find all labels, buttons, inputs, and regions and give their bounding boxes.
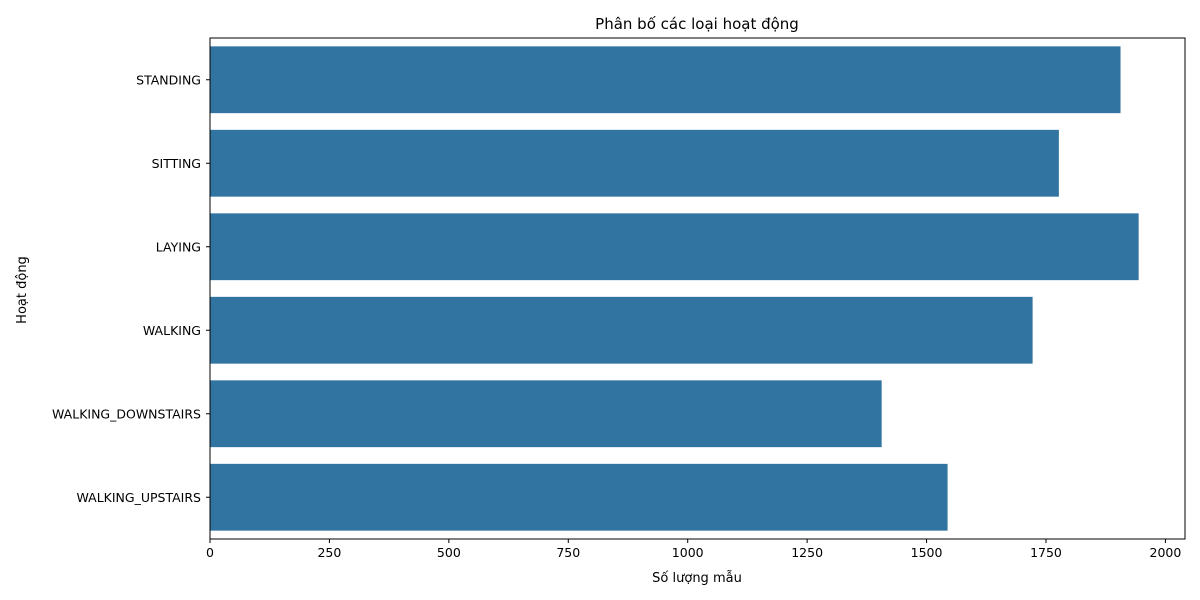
bar-standing bbox=[210, 46, 1121, 114]
x-tick-label: 750 bbox=[556, 545, 580, 560]
x-axis-ticks: 0 250 500 750 1000 1250 1500 1750 2000 bbox=[206, 539, 1181, 560]
x-tick-label: 0 bbox=[206, 545, 214, 560]
x-tick-label: 1750 bbox=[1030, 545, 1062, 560]
x-tick-label: 2000 bbox=[1150, 545, 1182, 560]
x-tick-label: 250 bbox=[317, 545, 341, 560]
y-axis-label: Hoạt động bbox=[15, 256, 30, 324]
y-tick-label: STANDING bbox=[136, 72, 201, 87]
x-tick-label: 1500 bbox=[911, 545, 943, 560]
y-tick-label: WALKING_UPSTAIRS bbox=[76, 490, 201, 505]
y-tick-label: WALKING_DOWNSTAIRS bbox=[52, 406, 201, 421]
bar-laying bbox=[210, 213, 1139, 281]
x-tick-label: 1000 bbox=[672, 545, 704, 560]
bar-walking bbox=[210, 296, 1033, 364]
y-tick-label: SITTING bbox=[152, 156, 201, 171]
bar-walking-downstairs bbox=[210, 380, 882, 448]
x-tick-label: 500 bbox=[437, 545, 461, 560]
x-axis-label: Số lượng mẫu bbox=[652, 571, 742, 586]
y-axis-ticks: STANDING SITTING LAYING WALKING WALKING_DOWN… bbox=[52, 72, 210, 505]
y-tick-label: WALKING bbox=[143, 323, 201, 338]
bar-sitting bbox=[210, 129, 1059, 197]
bars-group bbox=[210, 46, 1139, 531]
bar-walking-upstairs bbox=[210, 463, 948, 531]
y-tick-label: LAYING bbox=[156, 239, 201, 254]
chart-title: Phân bố các loại hoạt động bbox=[595, 15, 799, 33]
plot-frame bbox=[209, 37, 1186, 540]
x-tick-label: 1250 bbox=[791, 545, 823, 560]
